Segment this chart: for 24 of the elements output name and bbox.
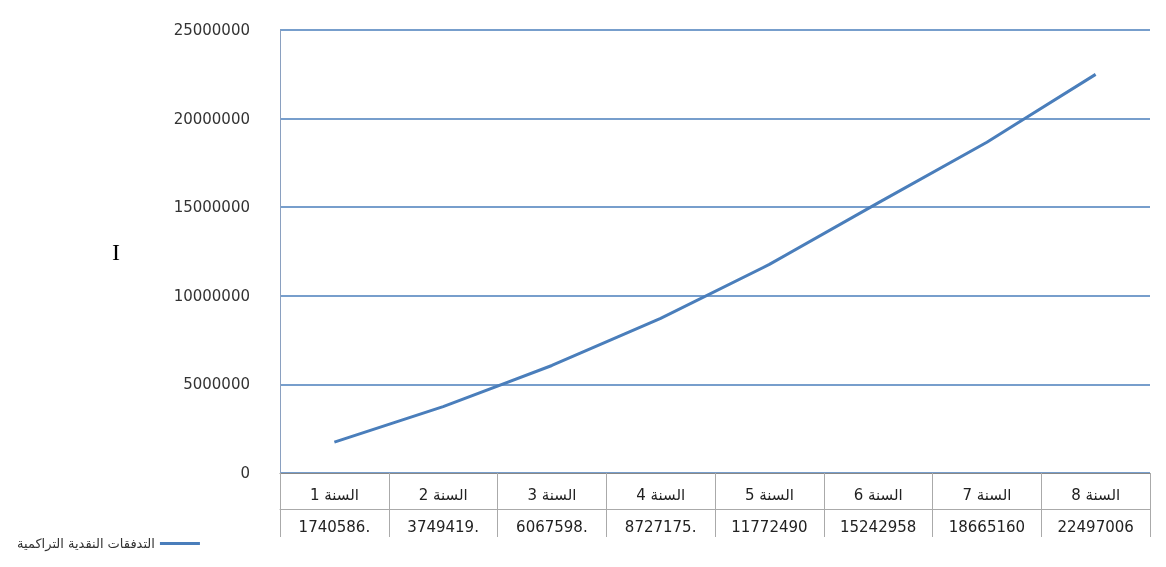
x-tick-label: السنة 4: [636, 485, 686, 504]
data-label: 6067598.: [516, 517, 588, 536]
y-tick-label: 15000000: [173, 198, 250, 217]
data-label: 8727175.: [624, 517, 697, 536]
data-label: 18665160: [948, 517, 1026, 536]
x-tick-label: السنة 7: [962, 485, 1012, 504]
y-tick-label: 5000000: [183, 375, 250, 394]
y-tick-label: 0: [240, 464, 250, 482]
x-tick-label: السنة 5: [744, 485, 794, 504]
data-label: 15242958: [839, 517, 917, 536]
data-label: 22497006: [1057, 517, 1134, 536]
y-tick-label: 10000000: [173, 286, 250, 305]
x-tick-label: السنة 8: [1071, 485, 1121, 504]
legend-label: التدفقات النقدية التراكمية: [17, 536, 155, 552]
y-tick-label: 20000000: [173, 109, 250, 128]
data-label: 1740586.: [298, 517, 371, 536]
x-tick-label: السنة 3: [527, 485, 577, 504]
y-tick-label: 25000000: [173, 21, 250, 39]
x-tick-label: السنة 2: [418, 485, 468, 504]
x-tick-label: السنة 6: [853, 485, 903, 504]
data-label: 11772490: [731, 517, 808, 536]
x-tick-label: السنة 1: [309, 485, 359, 504]
data-label: 3749419.: [407, 517, 479, 536]
y-axis-title: I: [112, 238, 120, 265]
